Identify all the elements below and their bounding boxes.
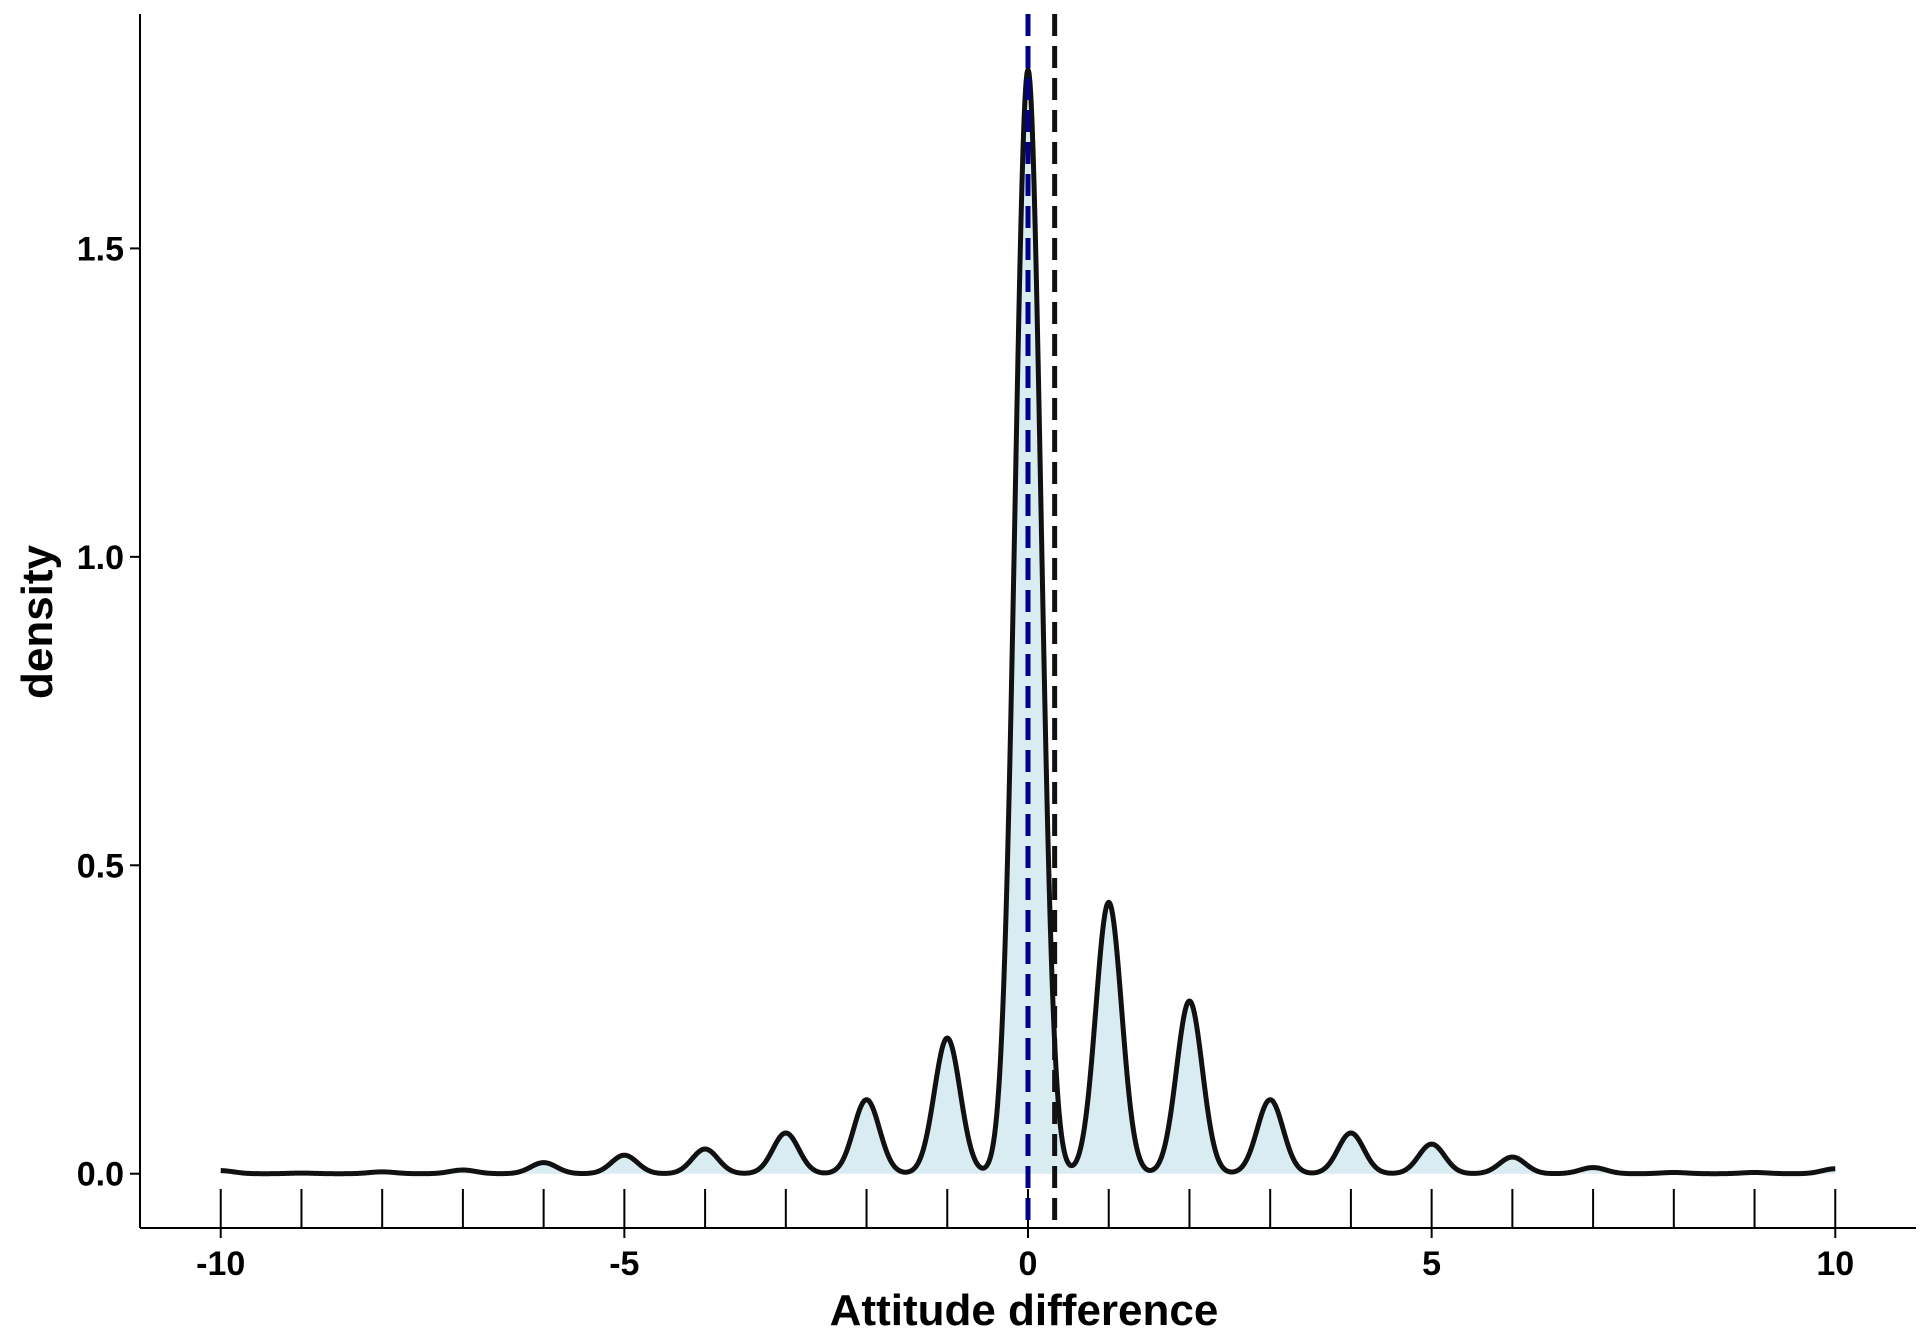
x-tick-label: 10 <box>1816 1245 1854 1283</box>
rug-marks <box>219 1189 1837 1228</box>
x-axis-title: Attitude difference <box>830 1286 1219 1335</box>
density-line <box>219 67 1837 1177</box>
y-axis-title: density <box>13 544 62 699</box>
y-tick-label: 1.0 <box>77 539 124 577</box>
y-tick-label: 1.5 <box>77 230 124 268</box>
x-tick-label: -10 <box>196 1245 245 1283</box>
x-axis-ticks: -10 -5 0 5 10 <box>196 1228 1854 1283</box>
plot-area <box>219 67 1837 1177</box>
y-tick-label: 0.5 <box>77 847 124 885</box>
y-axis-ticks: 0.0 0.5 1.0 1.5 <box>77 230 140 1194</box>
y-tick-label: 0.0 <box>77 1156 124 1194</box>
x-tick-label: 0 <box>1019 1245 1038 1283</box>
density-fill <box>220 69 1836 1174</box>
x-tick-label: -5 <box>609 1245 639 1283</box>
reference-lines <box>1025 14 1058 1228</box>
x-tick-label: 5 <box>1422 1245 1441 1283</box>
